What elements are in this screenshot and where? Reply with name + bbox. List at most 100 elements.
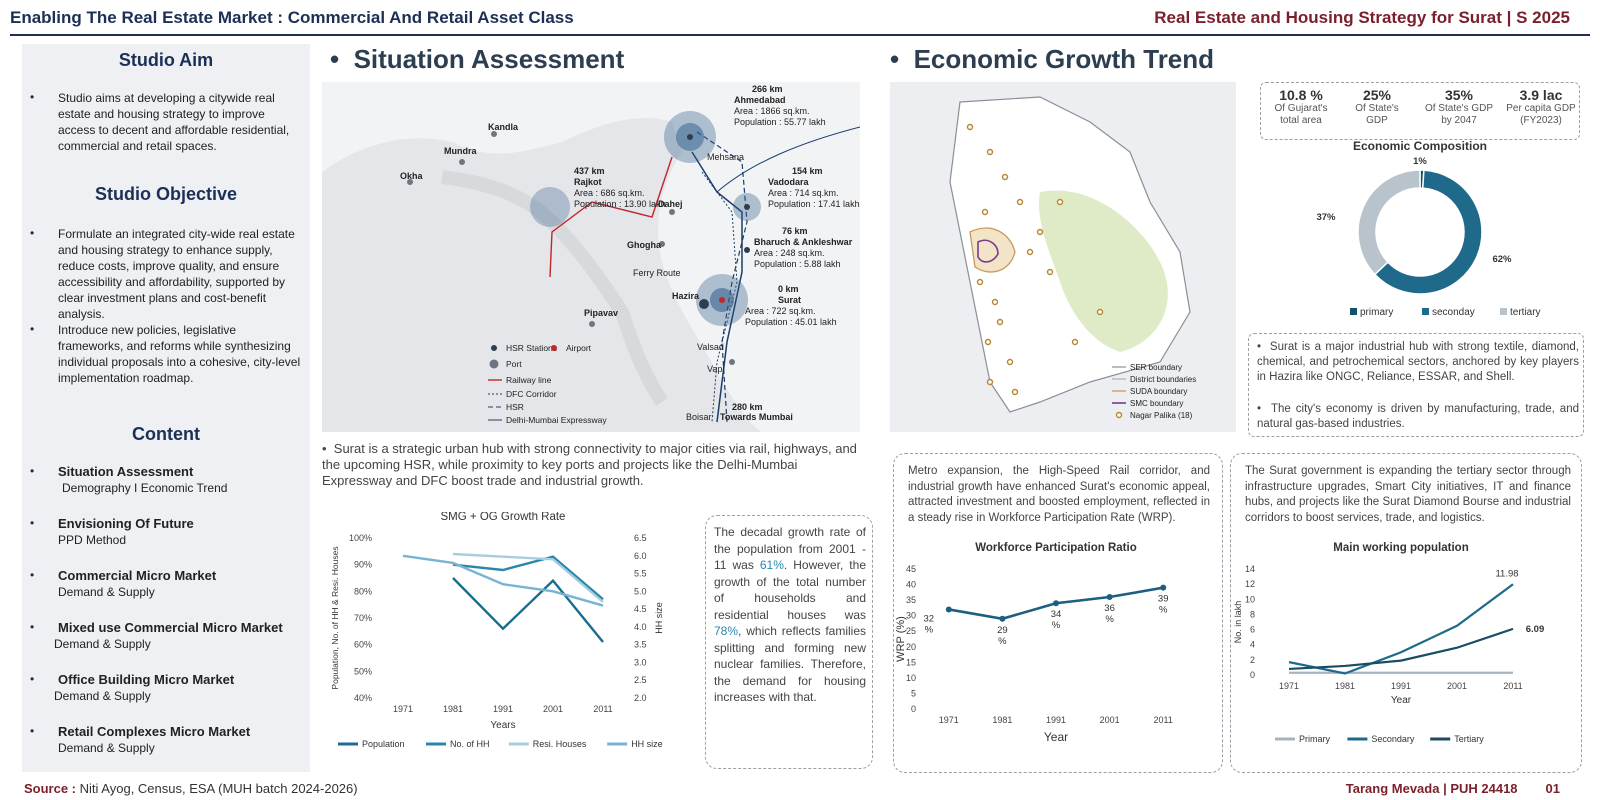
legend-hsr-station-icon bbox=[491, 345, 497, 351]
legend-item: SER boundary bbox=[1130, 363, 1182, 372]
source-note: Source : Niti Ayog, Census, ESA (MUH bat… bbox=[24, 781, 358, 796]
bullet-icon: • bbox=[30, 226, 35, 240]
data-label-unit: % bbox=[925, 624, 934, 635]
legend-label: tertiary bbox=[1510, 307, 1541, 318]
bullet-icon: • bbox=[890, 44, 914, 74]
hsr-station bbox=[744, 247, 750, 253]
city-area: Area : 714 sq.km. bbox=[768, 188, 839, 198]
point-label: 11.98 bbox=[1495, 568, 1518, 579]
content-item-title: Commercial Micro Market bbox=[58, 568, 217, 583]
y2-tick-label: 2.0 bbox=[634, 693, 647, 703]
legend-item: SUDA boundary bbox=[1130, 387, 1187, 396]
y-tick-label: 25 bbox=[906, 626, 916, 636]
city-area: Area : 686 sq.km. bbox=[574, 188, 645, 198]
city-name: Ahmedabad bbox=[734, 95, 786, 105]
sidebar: Studio Aim • Studio aims at developing a… bbox=[22, 44, 310, 772]
coast-shape bbox=[441, 170, 668, 406]
slice-label: 37% bbox=[1316, 212, 1336, 223]
nagar-palika-markers bbox=[966, 123, 1104, 396]
series-line-hh-size bbox=[402, 554, 604, 607]
slice-label: 62% bbox=[1492, 254, 1512, 265]
series-line-resi-houses bbox=[452, 552, 604, 603]
region-map-svg: SER boundary District boundaries SUDA bo… bbox=[890, 82, 1236, 432]
donut-slice-seconday bbox=[1373, 169, 1483, 295]
studio-objective-title: Studio Objective bbox=[94, 184, 238, 204]
header-right-title: Real Estate and Housing Strategy for Sur… bbox=[1154, 8, 1570, 27]
content-item-sub: Demand & Supply bbox=[58, 585, 155, 599]
connectivity-map: 266 km Ahmedabad Area : 1866 sq.km. Popu… bbox=[322, 82, 861, 432]
kpi-item: 10.8 % Of Gujarat's total area bbox=[1265, 87, 1337, 127]
bullet-icon: • bbox=[30, 322, 35, 336]
connectivity-map-svg: 266 km Ahmedabad Area : 1866 sq.km. Popu… bbox=[322, 84, 861, 432]
data-point bbox=[1053, 600, 1059, 607]
place-label-ferry: Ferry Route bbox=[633, 268, 681, 278]
chart-title: Economic Composition bbox=[1353, 140, 1487, 153]
data-point bbox=[999, 615, 1006, 622]
y-tick-label: 35 bbox=[906, 595, 916, 605]
growth-note-text: The decadal growth rate of the populatio… bbox=[714, 525, 866, 704]
header-divider bbox=[10, 34, 1590, 36]
y-tick-label: 8 bbox=[1250, 609, 1255, 619]
content-item-sub: Demography I Economic Trend bbox=[62, 481, 228, 495]
y-tick-label: 40% bbox=[354, 693, 372, 703]
place-label: Valsad bbox=[697, 342, 724, 352]
place-label: Vapi bbox=[707, 364, 724, 374]
legend-item: SMC boundary bbox=[1130, 399, 1183, 408]
x-axis-label: Year bbox=[1044, 730, 1068, 744]
rajkot-halo bbox=[530, 187, 570, 227]
bullet-icon: • bbox=[30, 90, 35, 104]
port-marker bbox=[459, 159, 465, 165]
legend-label: Primary bbox=[1299, 734, 1330, 744]
legend-item: DFC Corridor bbox=[506, 389, 557, 399]
hsr-station bbox=[687, 134, 693, 140]
series-line-no-of-hh bbox=[452, 555, 604, 601]
data-label: 32 bbox=[924, 613, 935, 624]
y-tick-label: 14 bbox=[1245, 564, 1255, 574]
y-axis-label: WRP (%) bbox=[895, 616, 907, 662]
bullet-icon: • bbox=[30, 620, 35, 634]
content-item-title: Office Building Micro Market bbox=[58, 672, 235, 687]
wpr-text: Metro expansion, the High-Speed Rail cor… bbox=[908, 465, 1210, 524]
city-dist: 0 km bbox=[778, 284, 799, 294]
x-tick-label: 1991 bbox=[493, 704, 513, 714]
y-tick-label: 100% bbox=[349, 533, 372, 543]
y-tick-label: 60% bbox=[354, 640, 372, 650]
kpi-item: 35% Of State's GDP by 2047 bbox=[1417, 87, 1501, 127]
dfc-line bbox=[701, 171, 738, 423]
growth-rate-chart-svg: SMG + OG Growth Rate 40% 50% 60% 70% 80% 90% 10… bbox=[330, 511, 664, 749]
series-line-tertiary bbox=[1288, 627, 1514, 671]
working-population-svg: Main working population 0 2 4 6 8 10 12 14 1971 19… bbox=[1233, 542, 1544, 744]
x-tick-label: 1991 bbox=[1391, 681, 1411, 691]
place-label: Mundra bbox=[444, 146, 477, 156]
content-item-title: Envisioning Of Future bbox=[58, 516, 194, 531]
kpi-box: 10.8 % Of Gujarat's total area 25% Of St… bbox=[1260, 82, 1580, 140]
legend-swatch bbox=[1422, 308, 1429, 315]
y2-tick-label: 4.5 bbox=[634, 604, 647, 614]
content-item-sub: Demand & Supply bbox=[54, 637, 151, 651]
city-pop: Population : 13.90 lakh bbox=[574, 199, 666, 209]
y-axis-label: Population, No. of HH & Resi. Houses bbox=[330, 546, 340, 689]
author-name: Tarang Mevada | PUH 24418 bbox=[1345, 781, 1518, 796]
y2-tick-label: 5.5 bbox=[634, 569, 647, 579]
kpi-label: Per capita GDP bbox=[1506, 103, 1576, 114]
hsr-line bbox=[696, 131, 748, 423]
mumbai-dist: 280 km bbox=[732, 402, 763, 412]
data-label-unit: % bbox=[1105, 614, 1114, 625]
legend-item: Railway line bbox=[506, 375, 552, 385]
port-marker bbox=[729, 359, 735, 365]
x-tick-label: 1981 bbox=[992, 715, 1012, 725]
x-tick-label: 2001 bbox=[1447, 681, 1467, 691]
suda-boundary-shape bbox=[1039, 190, 1168, 352]
kpi-label: Of Gujarat's bbox=[1274, 103, 1328, 114]
kpi-item: 25% Of State's GDP bbox=[1341, 87, 1413, 127]
y2-axis-label: HH size bbox=[654, 602, 664, 634]
x-tick-label: 2011 bbox=[1503, 681, 1522, 691]
situation-title: • Situation Assessment bbox=[330, 44, 625, 74]
wpr-box: Metro expansion, the High-Speed Rail cor… bbox=[893, 453, 1223, 773]
y2-tick-label: 6.0 bbox=[634, 551, 647, 561]
page-number: 01 bbox=[1545, 781, 1560, 796]
city-area: Area : 722 sq.km. bbox=[745, 306, 816, 316]
chart-title: SMG + OG Growth Rate bbox=[441, 512, 566, 523]
place-label: Kandla bbox=[488, 122, 519, 132]
industry-point: • The city's economy is driven by manufa… bbox=[1257, 403, 1579, 430]
